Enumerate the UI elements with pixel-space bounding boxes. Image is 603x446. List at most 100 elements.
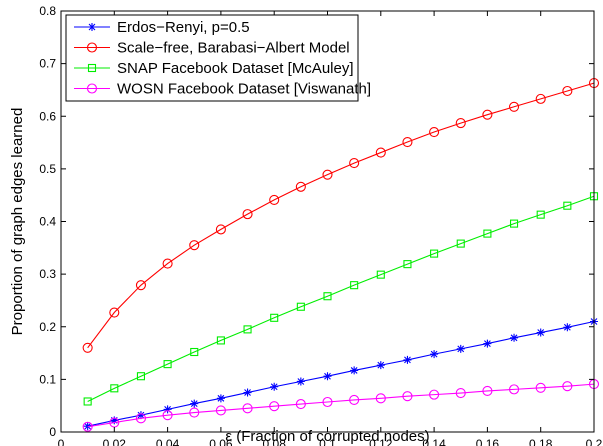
- series-line: [87, 320, 595, 427]
- data-point: [508, 101, 520, 112]
- data-point: [295, 399, 306, 410]
- x-tick-label: 0.06: [209, 437, 233, 446]
- data-point: [535, 93, 546, 104]
- data-point: [295, 181, 306, 192]
- legend-label: SNAP Facebook Dataset [McAuley]: [117, 60, 354, 77]
- series-layer: [82, 78, 600, 432]
- data-point: [322, 169, 333, 180]
- data-point: [136, 411, 145, 420]
- data-point: [163, 405, 172, 414]
- data-point: [430, 350, 439, 359]
- data-point: [162, 258, 173, 269]
- x-axis-label: ε (Fraction of corrupted nodes): [225, 428, 429, 445]
- x-tick-label: 0.04: [156, 437, 180, 446]
- legend-marker: [88, 23, 96, 31]
- data-point: [455, 118, 466, 129]
- x-tick-label: 0.02: [103, 437, 127, 446]
- data-point: [376, 270, 385, 279]
- x-tick-label: 0.18: [529, 437, 553, 446]
- data-point: [109, 307, 120, 318]
- data-point: [110, 384, 119, 393]
- data-point: [429, 126, 440, 138]
- legend-label: WOSN Facebook Dataset [Viswanath]: [117, 81, 371, 98]
- data-point: [456, 344, 465, 353]
- legend-label: Scale−free, Barabasi−Albert Model: [117, 40, 350, 57]
- data-point: [509, 219, 519, 228]
- data-point: [563, 201, 572, 210]
- y-tick-label: 0.1: [39, 372, 56, 386]
- data-point: [82, 421, 93, 432]
- legend-marker: [86, 83, 98, 94]
- data-point: [110, 416, 119, 425]
- data-point: [189, 407, 200, 418]
- data-point: [323, 292, 332, 301]
- data-point: [82, 342, 93, 353]
- data-point: [270, 382, 279, 391]
- data-point: [190, 399, 199, 408]
- data-point: [135, 280, 146, 291]
- y-tick-label: 0.8: [39, 4, 56, 18]
- data-point: [508, 384, 520, 395]
- data-point: [296, 377, 305, 386]
- data-point: [269, 401, 280, 412]
- data-point: [135, 413, 146, 424]
- data-point: [243, 388, 252, 397]
- data-point: [242, 403, 253, 414]
- y-tick-label: 0.5: [39, 162, 56, 176]
- series-4: [82, 379, 600, 432]
- series-2: [82, 78, 600, 353]
- y-tick-label: 0: [49, 425, 56, 439]
- data-point: [482, 109, 493, 120]
- data-point: [375, 393, 386, 404]
- data-point: [323, 372, 332, 381]
- legend-marker: [86, 42, 98, 53]
- legend-item: SNAP Facebook Dataset [McAuley]: [74, 60, 354, 77]
- data-point: [189, 240, 200, 251]
- data-point: [162, 410, 173, 421]
- x-tick-label: 0.14: [422, 437, 446, 446]
- y-tick-label: 0.2: [39, 320, 56, 334]
- x-tick-label: 0: [58, 437, 65, 446]
- data-point: [535, 382, 546, 393]
- data-point: [350, 281, 359, 290]
- data-point: [83, 397, 92, 406]
- series-3: [83, 192, 599, 406]
- data-point: [403, 355, 412, 364]
- data-point: [349, 394, 360, 405]
- data-point: [536, 328, 545, 337]
- legend-item: Scale−free, Barabasi−Albert Model: [74, 40, 350, 57]
- data-point: [216, 394, 225, 403]
- data-point: [322, 396, 333, 408]
- legend-label: Erdos−Renyi, p=0.5: [117, 19, 250, 36]
- data-point: [242, 209, 253, 220]
- data-point: [270, 313, 279, 322]
- y-tick-label: 0.7: [39, 57, 56, 71]
- legend-item: WOSN Facebook Dataset [Viswanath]: [74, 81, 371, 98]
- data-point: [483, 339, 492, 348]
- legend-marker: [87, 63, 97, 73]
- y-tick-label: 0.3: [39, 267, 56, 281]
- data-point: [536, 210, 545, 219]
- data-point: [430, 249, 439, 258]
- data-point: [190, 347, 199, 357]
- plot-frame: [60, 10, 595, 433]
- data-point: [403, 260, 412, 269]
- data-point: [350, 366, 359, 375]
- x-tick-label: 0.12: [369, 437, 393, 446]
- data-point: [456, 239, 465, 248]
- data-point: [402, 391, 413, 402]
- data-point: [136, 372, 145, 381]
- x-tick-label: 0.1: [319, 437, 336, 446]
- y-tick-label: 0.4: [39, 215, 56, 229]
- series-line: [87, 195, 595, 402]
- x-tick-label: 0.08: [263, 437, 287, 446]
- y-tick-label: 0.6: [39, 109, 56, 123]
- data-point: [243, 325, 252, 334]
- data-point: [163, 360, 172, 369]
- data-point: [429, 389, 440, 400]
- x-tick-label: 0.2: [586, 437, 603, 446]
- data-point: [563, 323, 572, 332]
- data-point: [349, 158, 360, 169]
- data-point: [482, 385, 493, 397]
